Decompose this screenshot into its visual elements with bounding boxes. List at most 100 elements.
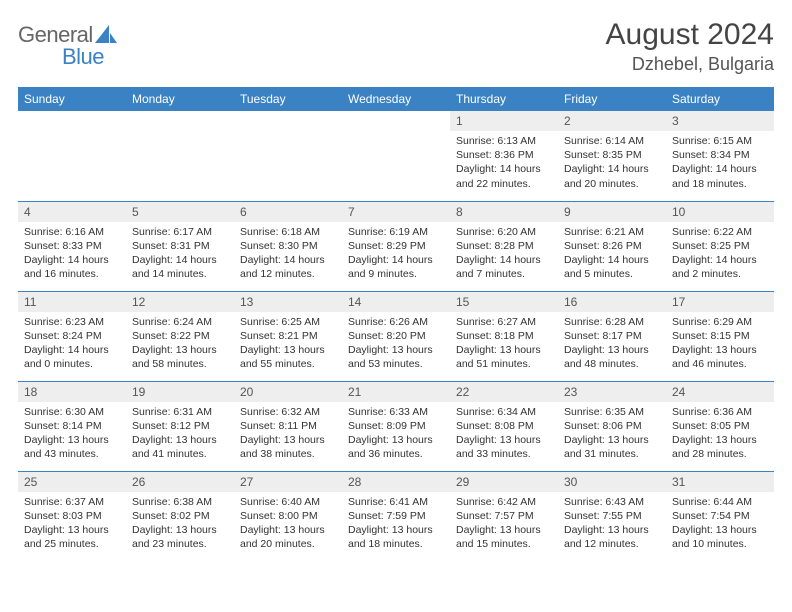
daylight-text-1: Daylight: 13 hours bbox=[132, 433, 228, 447]
calendar-cell: 25Sunrise: 6:37 AMSunset: 8:03 PMDayligh… bbox=[18, 471, 126, 561]
sunrise-text: Sunrise: 6:15 AM bbox=[672, 134, 768, 148]
calendar-cell: 5Sunrise: 6:17 AMSunset: 8:31 PMDaylight… bbox=[126, 201, 234, 291]
daylight-text-1: Daylight: 13 hours bbox=[240, 343, 336, 357]
calendar-cell bbox=[126, 111, 234, 201]
sunset-text: Sunset: 8:28 PM bbox=[456, 239, 552, 253]
sunrise-text: Sunrise: 6:22 AM bbox=[672, 225, 768, 239]
sunset-text: Sunset: 8:03 PM bbox=[24, 509, 120, 523]
day-number: 12 bbox=[126, 292, 234, 312]
daylight-text-2: and 16 minutes. bbox=[24, 267, 120, 281]
daylight-text-2: and 18 minutes. bbox=[348, 537, 444, 551]
daylight-text-2: and 38 minutes. bbox=[240, 447, 336, 461]
daylight-text-2: and 46 minutes. bbox=[672, 357, 768, 371]
title-block: August 2024 Dzhebel, Bulgaria bbox=[606, 18, 774, 75]
daylight-text-2: and 53 minutes. bbox=[348, 357, 444, 371]
sunrise-text: Sunrise: 6:27 AM bbox=[456, 315, 552, 329]
daylight-text-1: Daylight: 14 hours bbox=[24, 343, 120, 357]
day-content: Sunrise: 6:20 AMSunset: 8:28 PMDaylight:… bbox=[450, 222, 558, 286]
sunrise-text: Sunrise: 6:24 AM bbox=[132, 315, 228, 329]
daylight-text-1: Daylight: 14 hours bbox=[24, 253, 120, 267]
sunrise-text: Sunrise: 6:14 AM bbox=[564, 134, 660, 148]
sunset-text: Sunset: 8:26 PM bbox=[564, 239, 660, 253]
day-header: Friday bbox=[558, 87, 666, 111]
calendar-cell: 10 Sunrise: 6:22 AMSunset: 8:25 PMDayligh… bbox=[666, 201, 774, 291]
calendar-cell: 15Sunrise: 6:27 AMSunset: 8:18 PMDayligh… bbox=[450, 291, 558, 381]
day-content: Sunrise: 6:38 AMSunset: 8:02 PMDaylight:… bbox=[126, 492, 234, 556]
sunset-text: Sunset: 8:20 PM bbox=[348, 329, 444, 343]
daylight-text-1: Daylight: 13 hours bbox=[564, 343, 660, 357]
daylight-text-2: and 7 minutes. bbox=[456, 267, 552, 281]
day-number: 3 bbox=[666, 111, 774, 131]
day-content: Sunrise: 6:25 AMSunset: 8:21 PMDaylight:… bbox=[234, 312, 342, 376]
sunset-text: Sunset: 8:22 PM bbox=[132, 329, 228, 343]
daylight-text-2: and 12 minutes. bbox=[240, 267, 336, 281]
day-content: Sunrise: 6:28 AMSunset: 8:17 PMDaylight:… bbox=[558, 312, 666, 376]
day-content: Sunrise: 6:34 AMSunset: 8:08 PMDaylight:… bbox=[450, 402, 558, 466]
day-content: Sunrise: 6:37 AMSunset: 8:03 PMDaylight:… bbox=[18, 492, 126, 556]
day-number: 25 bbox=[18, 472, 126, 492]
day-number: 10 bbox=[666, 202, 774, 222]
day-header: Monday bbox=[126, 87, 234, 111]
daylight-text-2: and 36 minutes. bbox=[348, 447, 444, 461]
week-row: 4Sunrise: 6:16 AMSunset: 8:33 PMDaylight… bbox=[18, 201, 774, 291]
calendar-cell: 19Sunrise: 6:31 AMSunset: 8:12 PMDayligh… bbox=[126, 381, 234, 471]
daylight-text-1: Daylight: 14 hours bbox=[672, 253, 768, 267]
daylight-text-1: Daylight: 13 hours bbox=[24, 433, 120, 447]
daylight-text-2: and 48 minutes. bbox=[564, 357, 660, 371]
sunrise-text: Sunrise: 6:25 AM bbox=[240, 315, 336, 329]
day-content: Sunrise: 6:33 AMSunset: 8:09 PMDaylight:… bbox=[342, 402, 450, 466]
sunset-text: Sunset: 8:33 PM bbox=[24, 239, 120, 253]
calendar-cell bbox=[18, 111, 126, 201]
calendar-cell: 8Sunrise: 6:20 AMSunset: 8:28 PMDaylight… bbox=[450, 201, 558, 291]
daylight-text-1: Daylight: 13 hours bbox=[672, 433, 768, 447]
daylight-text-2: and 55 minutes. bbox=[240, 357, 336, 371]
location: Dzhebel, Bulgaria bbox=[606, 54, 774, 75]
day-number: 2 bbox=[558, 111, 666, 131]
day-number: 19 bbox=[126, 382, 234, 402]
sunset-text: Sunset: 8:25 PM bbox=[672, 239, 768, 253]
day-number: 31 bbox=[666, 472, 774, 492]
calendar-cell: 9Sunrise: 6:21 AMSunset: 8:26 PMDaylight… bbox=[558, 201, 666, 291]
sunrise-text: Sunrise: 6:28 AM bbox=[564, 315, 660, 329]
daylight-text-2: and 0 minutes. bbox=[24, 357, 120, 371]
day-content: Sunrise: 6:21 AMSunset: 8:26 PMDaylight:… bbox=[558, 222, 666, 286]
sunset-text: Sunset: 8:15 PM bbox=[672, 329, 768, 343]
calendar-cell: 29Sunrise: 6:42 AMSunset: 7:57 PMDayligh… bbox=[450, 471, 558, 561]
calendar-cell: 21Sunrise: 6:33 AMSunset: 8:09 PMDayligh… bbox=[342, 381, 450, 471]
sunset-text: Sunset: 8:02 PM bbox=[132, 509, 228, 523]
daylight-text-2: and 20 minutes. bbox=[564, 177, 660, 191]
day-number: 11 bbox=[18, 292, 126, 312]
daylight-text-1: Daylight: 14 hours bbox=[564, 253, 660, 267]
sunrise-text: Sunrise: 6:18 AM bbox=[240, 225, 336, 239]
day-content: Sunrise: 6:23 AMSunset: 8:24 PMDaylight:… bbox=[18, 312, 126, 376]
daylight-text-1: Daylight: 14 hours bbox=[240, 253, 336, 267]
day-number: 8 bbox=[450, 202, 558, 222]
daylight-text-2: and 9 minutes. bbox=[348, 267, 444, 281]
day-content: Sunrise: 6:17 AMSunset: 8:31 PMDaylight:… bbox=[126, 222, 234, 286]
sunset-text: Sunset: 8:00 PM bbox=[240, 509, 336, 523]
daylight-text-2: and 28 minutes. bbox=[672, 447, 768, 461]
sunrise-text: Sunrise: 6:41 AM bbox=[348, 495, 444, 509]
week-row: 1Sunrise: 6:13 AMSunset: 8:36 PMDaylight… bbox=[18, 111, 774, 201]
logo: GeneralBlue bbox=[18, 18, 117, 70]
sunrise-text: Sunrise: 6:35 AM bbox=[564, 405, 660, 419]
calendar-cell: 7Sunrise: 6:19 AMSunset: 8:29 PMDaylight… bbox=[342, 201, 450, 291]
day-number: 6 bbox=[234, 202, 342, 222]
daylight-text-1: Daylight: 14 hours bbox=[564, 162, 660, 176]
daylight-text-1: Daylight: 14 hours bbox=[456, 162, 552, 176]
daylight-text-2: and 31 minutes. bbox=[564, 447, 660, 461]
sunset-text: Sunset: 8:11 PM bbox=[240, 419, 336, 433]
calendar-cell: 22Sunrise: 6:34 AMSunset: 8:08 PMDayligh… bbox=[450, 381, 558, 471]
sunset-text: Sunset: 8:30 PM bbox=[240, 239, 336, 253]
day-header-row: Sunday Monday Tuesday Wednesday Thursday… bbox=[18, 87, 774, 111]
day-content: Sunrise: 6:44 AMSunset: 7:54 PMDaylight:… bbox=[666, 492, 774, 556]
day-number-empty bbox=[18, 111, 126, 131]
sunrise-text: Sunrise: 6:21 AM bbox=[564, 225, 660, 239]
daylight-text-2: and 10 minutes. bbox=[672, 537, 768, 551]
day-content: Sunrise: 6:31 AMSunset: 8:12 PMDaylight:… bbox=[126, 402, 234, 466]
daylight-text-1: Daylight: 13 hours bbox=[132, 343, 228, 357]
calendar-cell: 27Sunrise: 6:40 AMSunset: 8:00 PMDayligh… bbox=[234, 471, 342, 561]
day-number: 14 bbox=[342, 292, 450, 312]
day-number: 7 bbox=[342, 202, 450, 222]
daylight-text-2: and 41 minutes. bbox=[132, 447, 228, 461]
